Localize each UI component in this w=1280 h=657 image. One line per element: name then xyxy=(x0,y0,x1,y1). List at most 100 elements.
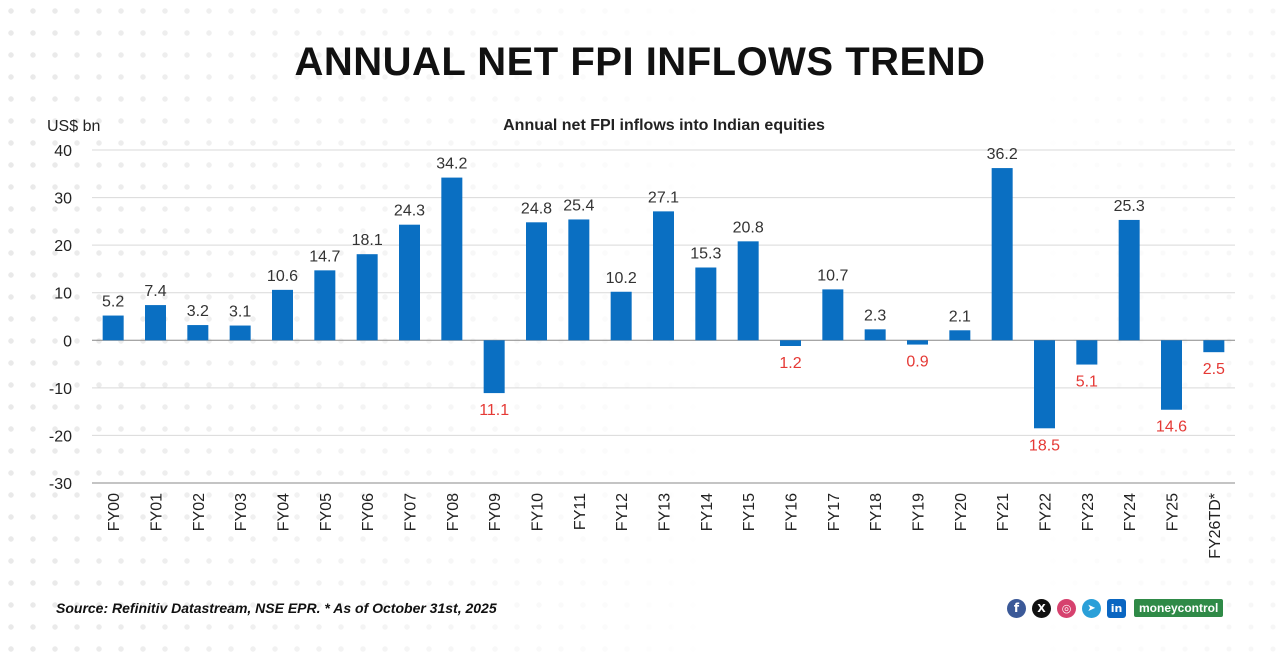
y-tick-label: 30 xyxy=(54,191,72,208)
x-tick-label: FY21 xyxy=(995,493,1012,531)
x-axis-ticks: FY00 FY01 FY02 FY03 FY04 FY05 FY06 FY07 FY08 FY09… xyxy=(106,493,1224,559)
data-label: 10.2 xyxy=(606,270,637,287)
bar-fy09 xyxy=(483,340,505,394)
bar-chart: Annual net FPI inflows into Indian equit… xyxy=(47,117,1235,559)
data-label: 15.3 xyxy=(690,246,721,263)
bar-fy02 xyxy=(187,325,209,341)
linkedin-icon[interactable]: in xyxy=(1107,598,1126,618)
data-label: 36.2 xyxy=(987,146,1018,163)
data-label: 20.8 xyxy=(733,219,764,236)
data-label: 5.1 xyxy=(1076,374,1098,391)
y-axis-unit-label: US$ bn xyxy=(47,118,100,135)
x-tick-label: FY22 xyxy=(1038,493,1055,531)
x-tick-label: FY00 xyxy=(106,493,123,531)
bar-fy15 xyxy=(737,241,759,341)
x-tick-label: FY10 xyxy=(530,493,547,531)
data-label: 11.1 xyxy=(479,402,509,419)
y-tick-label: -20 xyxy=(49,428,72,445)
x-tick-label: FY08 xyxy=(445,493,462,531)
y-tick-label: -30 xyxy=(49,476,72,493)
x-tick-label: FY26TD* xyxy=(1207,493,1224,559)
bar-fy26td xyxy=(1203,340,1225,353)
data-label: 18.1 xyxy=(352,232,383,249)
x-tick-label: FY25 xyxy=(1165,493,1182,531)
data-label: 3.2 xyxy=(187,303,209,320)
x-tick-label: FY03 xyxy=(233,493,250,531)
bar-fy14 xyxy=(695,267,717,341)
source-note: Source: Refinitiv Datastream, NSE EPR. *… xyxy=(56,600,497,616)
data-label: 14.7 xyxy=(309,248,340,265)
x-tick-label: FY14 xyxy=(699,493,716,531)
y-tick-label: 0 xyxy=(63,333,72,350)
bar-fy20 xyxy=(949,330,971,341)
x-tick-label: FY12 xyxy=(614,493,631,531)
bar-fy24 xyxy=(1118,219,1140,341)
data-label: 0.9 xyxy=(906,354,928,371)
x-tick-label: FY06 xyxy=(360,493,377,531)
bar-fy12 xyxy=(610,291,632,341)
y-tick-label: 20 xyxy=(54,238,72,255)
y-tick-label: -10 xyxy=(49,381,72,398)
bar-fy18 xyxy=(864,329,886,341)
x-tick-label: FY07 xyxy=(403,493,420,531)
bar-fy19 xyxy=(907,340,928,345)
telegram-icon[interactable]: ➤ xyxy=(1082,598,1101,618)
x-tick-label: FY24 xyxy=(1122,493,1139,531)
data-label: 5.2 xyxy=(102,294,124,311)
x-tick-label: FY23 xyxy=(1080,493,1097,531)
x-tick-label: FY11 xyxy=(572,493,589,530)
x-tick-label: FY09 xyxy=(487,493,504,531)
x-tick-label: FY05 xyxy=(318,493,335,531)
bar-fy00 xyxy=(102,315,124,341)
data-label: 10.7 xyxy=(817,267,848,284)
data-label: 7.4 xyxy=(144,283,166,300)
data-label: 2.3 xyxy=(864,307,886,324)
x-tick-label: FY16 xyxy=(784,493,801,531)
social-links: f X ◎ ➤ in moneycontrol xyxy=(1007,598,1224,618)
x-tick-label: FY13 xyxy=(657,493,674,531)
data-label: 10.6 xyxy=(267,268,298,285)
data-label: 2.1 xyxy=(949,308,971,325)
x-tick-label: FY01 xyxy=(149,493,166,531)
y-tick-label: 40 xyxy=(54,143,72,160)
data-label: 3.1 xyxy=(229,304,251,321)
instagram-icon[interactable]: ◎ xyxy=(1057,598,1076,618)
x-icon[interactable]: X xyxy=(1032,598,1051,618)
bar-fy16 xyxy=(780,340,801,346)
bar-fy03 xyxy=(229,325,251,341)
bar-fy21 xyxy=(991,168,1013,341)
y-tick-label: 10 xyxy=(54,286,72,303)
data-label: 18.5 xyxy=(1029,437,1060,454)
x-tick-label: FY19 xyxy=(911,493,928,531)
bar-fy23 xyxy=(1076,340,1098,365)
bar-fy07 xyxy=(399,224,420,341)
y-axis-ticks: 40 30 20 10 0 -10 -20 -30 xyxy=(49,143,72,493)
chart-title: Annual net FPI inflows into Indian equit… xyxy=(503,117,825,134)
facebook-icon[interactable]: f xyxy=(1007,598,1026,618)
data-label: 25.4 xyxy=(563,197,594,214)
bar-fy22 xyxy=(1034,340,1055,429)
x-tick-label: FY02 xyxy=(191,493,208,531)
bar-fy17 xyxy=(822,289,844,341)
bar-fy11 xyxy=(568,219,590,341)
bar-fy05 xyxy=(314,270,336,341)
data-label: 25.3 xyxy=(1114,198,1145,215)
bars xyxy=(102,168,1225,429)
data-label: 27.1 xyxy=(648,189,679,206)
bar-fy04 xyxy=(272,289,293,341)
bar-fy25 xyxy=(1161,340,1182,410)
data-labels: 5.2 7.4 3.2 3.1 10.6 14.7 18.1 24.3 34.2 11.1 24.8… xyxy=(102,146,1225,454)
data-label: 24.3 xyxy=(394,203,425,220)
data-label: 2.5 xyxy=(1203,361,1225,378)
bar-fy08 xyxy=(441,177,463,341)
data-label: 1.2 xyxy=(779,355,801,372)
x-tick-label: FY15 xyxy=(741,493,758,531)
x-tick-label: FY20 xyxy=(953,493,970,531)
bar-fy13 xyxy=(653,211,674,341)
x-tick-label: FY17 xyxy=(826,493,843,531)
data-label: 14.6 xyxy=(1156,419,1187,436)
data-label: 24.8 xyxy=(521,200,552,217)
brand-logo[interactable]: moneycontrol xyxy=(1134,599,1224,617)
bar-fy01 xyxy=(145,305,166,341)
bar-fy06 xyxy=(356,254,378,341)
